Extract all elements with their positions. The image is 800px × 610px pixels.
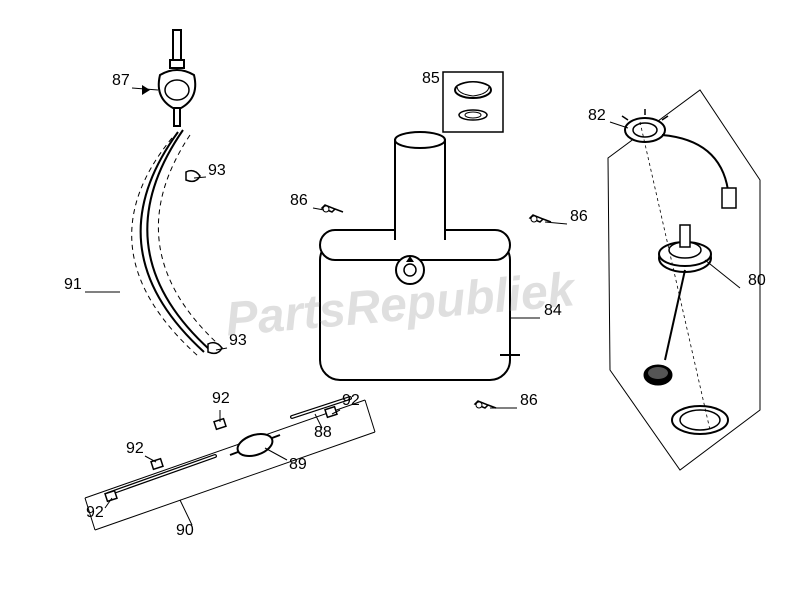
callout-86c: 86 (520, 392, 538, 410)
fuel-tank-part (320, 132, 520, 380)
hose-long-part (132, 130, 218, 356)
fuel-sender-assembly (608, 90, 760, 470)
clip-93a (186, 171, 200, 182)
callout-82: 82 (588, 107, 606, 125)
bolt-part-2 (530, 215, 551, 222)
callout-88: 88 (314, 424, 332, 442)
callout-92b: 92 (342, 392, 360, 410)
parts-diagram: 80 82 84 85 86 86 86 87 88 89 90 91 92 9… (0, 0, 800, 610)
callout-84: 84 (544, 302, 562, 320)
callout-86a: 86 (290, 192, 308, 210)
clip-93b (208, 343, 222, 354)
diagram-svg (0, 0, 800, 610)
callout-91: 91 (64, 276, 82, 294)
hose-filter-assembly (85, 398, 375, 530)
callout-85: 85 (422, 70, 440, 88)
fuel-cap-part (443, 72, 503, 132)
callout-92a: 92 (212, 390, 230, 408)
fuel-valve-part (142, 30, 195, 126)
callout-93a: 93 (208, 162, 226, 180)
callout-92c: 92 (126, 440, 144, 458)
callout-90: 90 (176, 522, 194, 540)
callout-93b: 93 (229, 332, 247, 350)
bolt-part-1 (322, 205, 343, 212)
callout-89: 89 (289, 456, 307, 474)
callout-87: 87 (112, 72, 130, 90)
callout-80: 80 (748, 272, 766, 290)
bolt-part-3 (475, 401, 496, 408)
callout-92d: 92 (86, 504, 104, 522)
callout-86b: 86 (570, 208, 588, 226)
